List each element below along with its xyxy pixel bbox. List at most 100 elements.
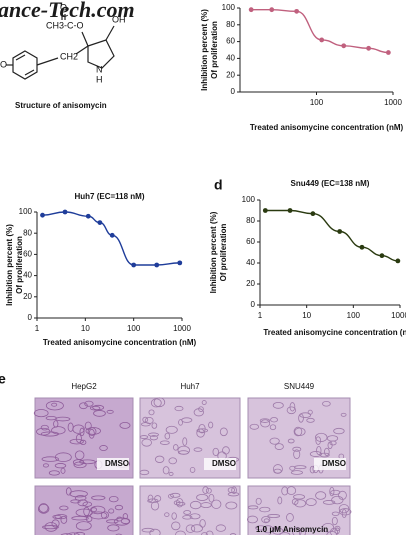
cell — [286, 513, 294, 522]
label-bg — [97, 458, 129, 470]
cell — [290, 470, 303, 475]
y-tick-label: 60 — [23, 250, 32, 259]
cell — [51, 519, 60, 528]
cell — [99, 445, 108, 451]
y-axis-label: Of proliferation — [15, 236, 24, 294]
condition-label: DMSO — [212, 459, 236, 468]
cell — [316, 445, 322, 456]
cell — [141, 438, 152, 447]
cell — [263, 518, 270, 523]
cell — [114, 504, 124, 511]
cell — [273, 468, 282, 474]
cell — [261, 516, 271, 524]
cell — [329, 486, 335, 497]
cell — [75, 433, 82, 443]
cell — [189, 513, 201, 520]
cell — [182, 515, 193, 520]
cell — [269, 424, 277, 431]
condition-label: DMSO — [105, 459, 129, 468]
cell — [74, 450, 85, 460]
cell — [74, 495, 87, 501]
data-point — [109, 232, 115, 238]
bond — [75, 45, 89, 55]
cell — [190, 500, 202, 510]
cell — [171, 512, 177, 520]
x-tick-label: 100 — [347, 311, 361, 320]
cell — [83, 506, 90, 517]
cell — [108, 508, 115, 514]
x-axis-label: Treated anisomycine concentration (nM) — [43, 338, 197, 347]
y-tick-label: 20 — [226, 70, 235, 79]
data-point — [341, 43, 347, 49]
cell — [185, 524, 196, 533]
cell — [286, 406, 297, 415]
cell — [274, 443, 284, 450]
cell — [205, 530, 214, 535]
y-tick-label: 40 — [23, 271, 32, 280]
cell — [293, 449, 301, 460]
cell — [51, 426, 66, 435]
cell — [45, 400, 64, 411]
x-tick-label: 100 — [127, 324, 141, 333]
atom-label: OH — [112, 14, 126, 24]
cell — [189, 466, 196, 473]
cell — [79, 459, 96, 465]
y-tick-label: 100 — [19, 207, 33, 216]
cell — [231, 486, 237, 495]
label-bg — [314, 458, 346, 470]
cell — [151, 422, 158, 429]
cell — [82, 501, 93, 507]
cell — [147, 498, 159, 504]
atom-label: CH2 — [60, 51, 78, 61]
cell — [260, 419, 271, 428]
data-point — [337, 229, 343, 234]
cell — [193, 408, 204, 417]
cell — [306, 417, 315, 423]
atom-label: H — [96, 74, 103, 84]
cell — [53, 420, 59, 428]
cell — [147, 494, 154, 502]
chart-title: Snu449 (EC=138 nM) — [291, 179, 370, 188]
y-tick-label: 60 — [246, 237, 255, 246]
cell — [172, 444, 179, 451]
cell — [174, 405, 184, 412]
data-point — [379, 253, 385, 259]
y-axis-label: Of proliferation — [219, 224, 228, 282]
data-point — [62, 209, 68, 215]
bond — [36, 57, 59, 66]
structure — [6, 14, 115, 80]
y-tick-label: 100 — [242, 195, 256, 204]
cell — [322, 400, 331, 407]
cell — [315, 491, 327, 500]
cell — [287, 438, 295, 444]
cell — [168, 493, 174, 499]
pyrrolidine-ring — [87, 39, 115, 69]
cell — [338, 504, 350, 514]
cell — [42, 463, 49, 468]
y-tick-label: 20 — [23, 292, 32, 301]
cell — [208, 493, 215, 503]
y-tick-label: 80 — [246, 216, 255, 225]
cell — [202, 486, 209, 494]
cell — [40, 424, 49, 431]
data-point — [262, 208, 268, 213]
bond — [81, 31, 89, 47]
cell — [222, 446, 230, 455]
y-tick-label: 80 — [226, 20, 235, 29]
cell — [281, 486, 289, 496]
cell — [190, 524, 203, 533]
cell — [338, 490, 347, 500]
cell — [299, 412, 312, 418]
cell — [90, 507, 97, 512]
cell — [51, 402, 58, 407]
cell — [340, 412, 347, 417]
cell — [196, 493, 209, 501]
cell — [79, 427, 85, 437]
cell — [247, 505, 259, 510]
cell — [315, 432, 328, 442]
data-point — [395, 258, 401, 264]
cell — [324, 447, 330, 456]
y-tick-label: 80 — [23, 228, 32, 237]
chart-title: Huh7 (EC=118 nM) — [74, 192, 144, 201]
condition-label: DMSO — [322, 459, 346, 468]
